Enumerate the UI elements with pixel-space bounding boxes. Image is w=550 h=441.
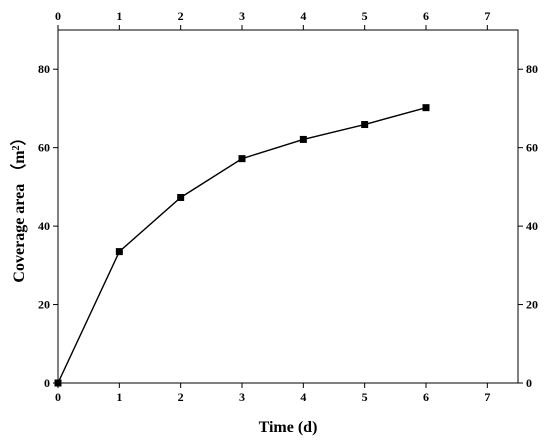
x-tick-label-top-5: 5 — [362, 9, 368, 23]
x-axis-bottom-ticks — [57, 383, 488, 388]
data-point-5 — [361, 121, 369, 129]
x-tick-label-top-0: 0 — [55, 9, 61, 23]
x-tick-label-bottom-5: 5 — [362, 390, 368, 404]
x-tick-label-top-1: 1 — [116, 9, 122, 23]
y-tick-label-left-60: 60 — [38, 141, 50, 155]
y-tick-label-right-20: 20 — [526, 298, 538, 312]
y-axis-right-ticks — [518, 68, 523, 384]
x-axis-title: Time (d) — [259, 419, 318, 436]
y-axis-left-ticks — [53, 68, 58, 384]
x-tick-label-bottom-1: 1 — [116, 390, 122, 404]
x-tick-label-top-4: 4 — [300, 9, 306, 23]
data-point-6 — [422, 104, 430, 112]
data-point-0 — [54, 379, 62, 387]
data-point-2 — [177, 193, 185, 201]
x-tick-label-bottom-6: 6 — [423, 390, 429, 404]
y-tick-label-left-80: 80 — [38, 62, 50, 76]
y-tick-label-right-0: 0 — [526, 376, 532, 390]
y-tick-label-right-80: 80 — [526, 62, 538, 76]
x-tick-label-top-6: 6 — [423, 9, 429, 23]
x-tick-label-top-7: 7 — [484, 9, 490, 23]
x-tick-label-bottom-7: 7 — [484, 390, 490, 404]
y-axis-title: Coverage area （m2） — [10, 129, 28, 282]
y-tick-label-left-40: 40 — [38, 219, 50, 233]
y-axis-left-tick-labels: 0 20 40 60 80 — [38, 62, 50, 390]
series-line-0 — [57, 106, 427, 384]
x-axis-bottom-tick-labels: 0 1 2 3 4 5 6 7 — [55, 390, 490, 404]
x-tick-label-bottom-2: 2 — [178, 390, 184, 404]
x-axis-top-tick-labels: 0 1 2 3 4 5 6 7 — [55, 9, 490, 23]
series-group — [54, 104, 430, 387]
y-axis-title-main: Coverage area — [11, 184, 28, 283]
y-tick-label-left-0: 0 — [44, 376, 50, 390]
x-tick-label-bottom-3: 3 — [239, 390, 245, 404]
y-tick-label-left-20: 20 — [38, 298, 50, 312]
x-tick-label-top-3: 3 — [239, 9, 245, 23]
y-axis-title-close-paren: ） — [10, 129, 28, 145]
x-axis-top-ticks — [57, 25, 488, 30]
y-axis-title-unit: m — [11, 150, 28, 164]
data-point-4 — [299, 135, 307, 143]
y-axis-title-open-paren: （ — [10, 164, 28, 180]
y-tick-label-right-60: 60 — [526, 141, 538, 155]
x-tick-label-top-2: 2 — [178, 9, 184, 23]
data-point-3 — [238, 155, 246, 163]
y-axis-title-unit-sup: 2 — [11, 145, 22, 150]
data-point-1 — [115, 248, 123, 256]
x-tick-label-bottom-0: 0 — [55, 390, 61, 404]
plot-frame — [57, 29, 519, 384]
x-tick-label-bottom-4: 4 — [300, 390, 306, 404]
y-tick-label-right-40: 40 — [526, 219, 538, 233]
y-axis-right-tick-labels: 0 20 40 60 80 — [526, 62, 538, 390]
